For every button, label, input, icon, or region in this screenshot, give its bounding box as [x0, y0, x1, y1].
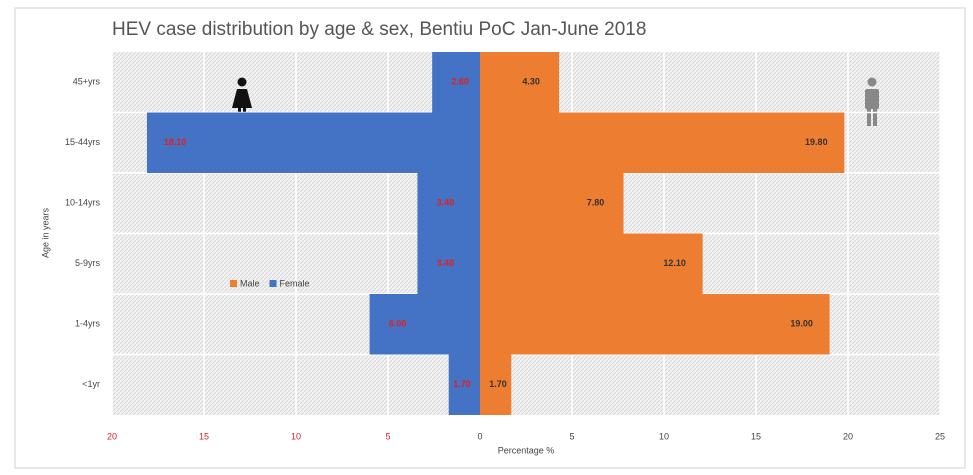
x-axis-label: Percentage %	[498, 445, 555, 455]
bar	[480, 354, 512, 415]
bar	[480, 173, 624, 234]
value-label: 12.10	[663, 258, 686, 268]
x-tick-label: 5	[385, 431, 390, 441]
value-label: 19.80	[805, 137, 828, 147]
y-tick-label: <1yr	[82, 379, 100, 389]
value-label: 18.10	[164, 137, 187, 147]
bar	[417, 233, 480, 294]
bar	[480, 112, 845, 173]
legend-label: Male	[240, 278, 260, 288]
y-tick-label: 5-9yrs	[75, 258, 101, 268]
y-tick-label: 1-4yrs	[75, 319, 101, 329]
x-tick-label: 15	[751, 431, 761, 441]
legend-label: Female	[280, 278, 310, 288]
y-axis-label: Age in years	[40, 207, 50, 258]
legend-swatch	[230, 280, 237, 287]
x-tick-label: 10	[659, 431, 669, 441]
value-label: 4.30	[522, 77, 540, 87]
chart-title: HEV case distribution by age & sex, Bent…	[112, 19, 646, 40]
male-icon	[865, 77, 879, 126]
y-tick-label: 10-14yrs	[65, 198, 101, 208]
bar	[417, 173, 480, 234]
value-label: 1.70	[453, 379, 471, 389]
value-label: 19.00	[790, 319, 813, 329]
bar	[480, 294, 830, 355]
x-tick-label: 20	[107, 431, 117, 441]
value-label: 6.00	[389, 319, 407, 329]
bar	[448, 354, 480, 415]
bar	[146, 112, 480, 173]
x-tick-label: 25	[935, 431, 945, 441]
x-tick-label: 15	[199, 431, 209, 441]
x-tick-label: 10	[291, 431, 301, 441]
bar	[369, 294, 480, 355]
x-tick-label: 0	[477, 431, 482, 441]
value-label: 3.40	[437, 258, 455, 268]
value-label: 7.80	[587, 198, 605, 208]
value-label: 1.70	[489, 379, 507, 389]
y-tick-label: 45+yrs	[73, 77, 101, 87]
value-label: 2.60	[451, 77, 469, 87]
bar	[480, 233, 703, 294]
legend-swatch	[269, 280, 277, 287]
bar	[480, 52, 560, 113]
bar	[432, 52, 480, 113]
x-tick-label: 5	[569, 431, 574, 441]
y-tick-label: 15-44yrs	[65, 137, 101, 147]
value-label: 3.40	[437, 198, 455, 208]
x-tick-label: 20	[843, 431, 853, 441]
